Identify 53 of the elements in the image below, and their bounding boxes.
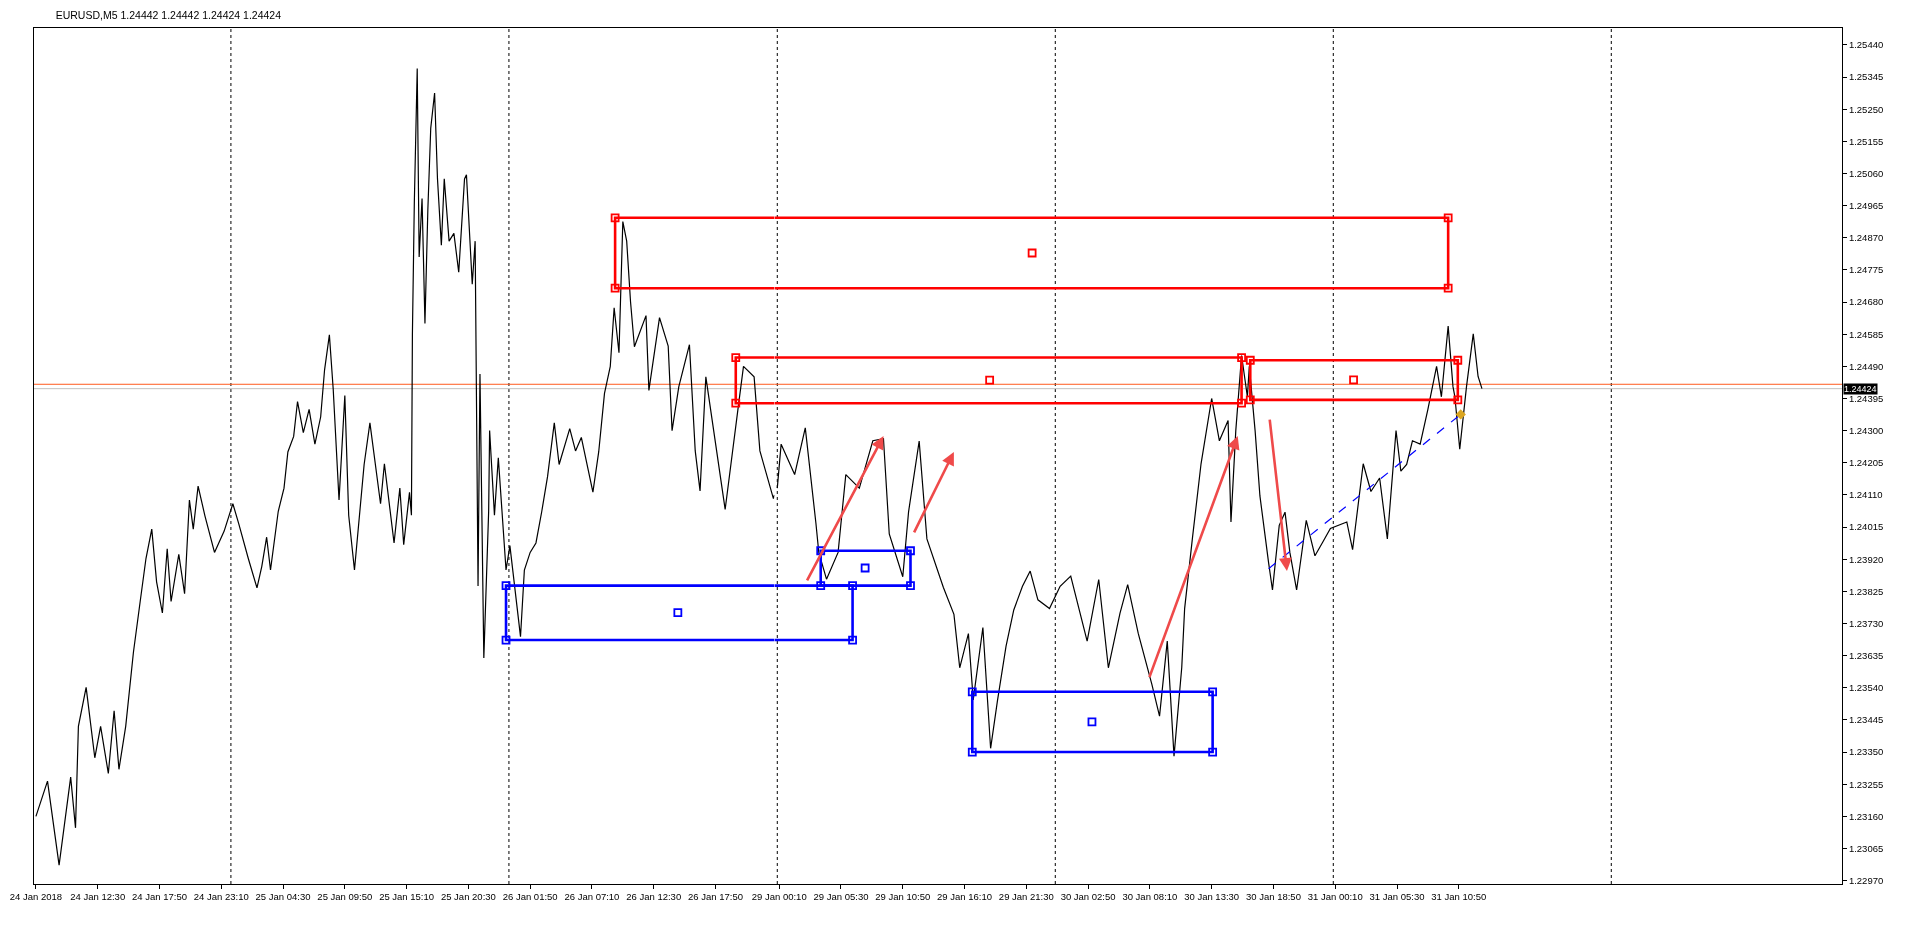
x-tick-label: 26 Jan 12:30	[626, 891, 682, 903]
x-tick-label: 31 Jan 10:50	[1431, 891, 1487, 903]
y-tick-label: 1.23730	[1848, 617, 1884, 629]
y-tick-label: 1.24110	[1848, 489, 1883, 501]
y-tick-label: 1.23920	[1848, 553, 1884, 565]
x-tick-label: 25 Jan 20:30	[440, 891, 496, 903]
ref-line-label: 1.24424	[1844, 384, 1877, 394]
x-tick-label: 29 Jan 10:50	[875, 891, 931, 903]
x-tick-label: 31 Jan 00:10	[1307, 891, 1363, 903]
y-tick-label: 1.24775	[1848, 264, 1884, 276]
y-tick-label: 1.24965	[1848, 199, 1884, 211]
y-tick-label: 1.23160	[1848, 810, 1884, 822]
x-tick-label: 26 Jan 01:50	[502, 891, 558, 903]
y-tick-label: 1.25155	[1848, 135, 1884, 147]
x-tick-label: 29 Jan 16:10	[937, 891, 993, 903]
x-tick-label: 24 Jan 23:10	[193, 891, 249, 903]
x-tick-label: 29 Jan 05:30	[813, 891, 869, 903]
y-tick-label: 1.24395	[1848, 392, 1884, 404]
y-tick-label: 1.23350	[1848, 746, 1884, 758]
y-tick-label: 1.23635	[1848, 649, 1884, 661]
x-tick-label: 31 Jan 05:30	[1369, 891, 1425, 903]
y-tick-label: 1.24870	[1848, 232, 1884, 244]
y-tick-label: 1.23445	[1848, 714, 1884, 726]
x-tick-label: 25 Jan 15:10	[379, 891, 435, 903]
y-tick-label: 1.23255	[1848, 778, 1884, 790]
y-tick-label: 1.24015	[1848, 521, 1884, 533]
y-tick-label: 1.25440	[1848, 39, 1884, 51]
y-tick-label: 1.24300	[1848, 424, 1884, 436]
y-tick-label: 1.24680	[1848, 296, 1884, 308]
y-tick-label: 1.25250	[1848, 103, 1884, 115]
x-tick-label: 29 Jan 21:30	[998, 891, 1054, 903]
x-tick-label: 24 Jan 12:30	[70, 891, 126, 903]
x-tick-label: 24 Jan 2018	[9, 891, 63, 903]
y-tick-label: 1.24490	[1848, 360, 1884, 372]
x-tick-label: 30 Jan 02:50	[1060, 891, 1116, 903]
x-tick-label: 30 Jan 18:50	[1245, 891, 1301, 903]
y-tick-label: 1.24205	[1848, 457, 1884, 469]
x-tick-label: 26 Jan 17:50	[688, 891, 743, 903]
y-tick-label: 1.24585	[1848, 328, 1884, 340]
y-tick-label: 1.25345	[1848, 71, 1884, 83]
x-tick-label: 29 Jan 00:10	[751, 891, 807, 903]
y-tick-label: 1.22970	[1848, 874, 1884, 886]
x-tick-label: 24 Jan 17:50	[132, 891, 187, 903]
x-tick-label: 25 Jan 09:50	[317, 891, 373, 903]
x-tick-label: 25 Jan 04:30	[255, 891, 311, 903]
x-tick-label: 30 Jan 13:30	[1184, 891, 1240, 903]
y-tick-label: 1.23540	[1848, 682, 1884, 694]
chart-title: EURUSD,M5 1.24442 1.24442 1.24424 1.24424	[55, 9, 282, 22]
y-tick-label: 1.23825	[1848, 585, 1884, 597]
y-tick-label: 1.23065	[1848, 842, 1884, 854]
x-tick-label: 26 Jan 07:10	[564, 891, 620, 903]
x-tick-label: 30 Jan 08:10	[1122, 891, 1178, 903]
y-tick-label: 1.25060	[1848, 167, 1884, 179]
